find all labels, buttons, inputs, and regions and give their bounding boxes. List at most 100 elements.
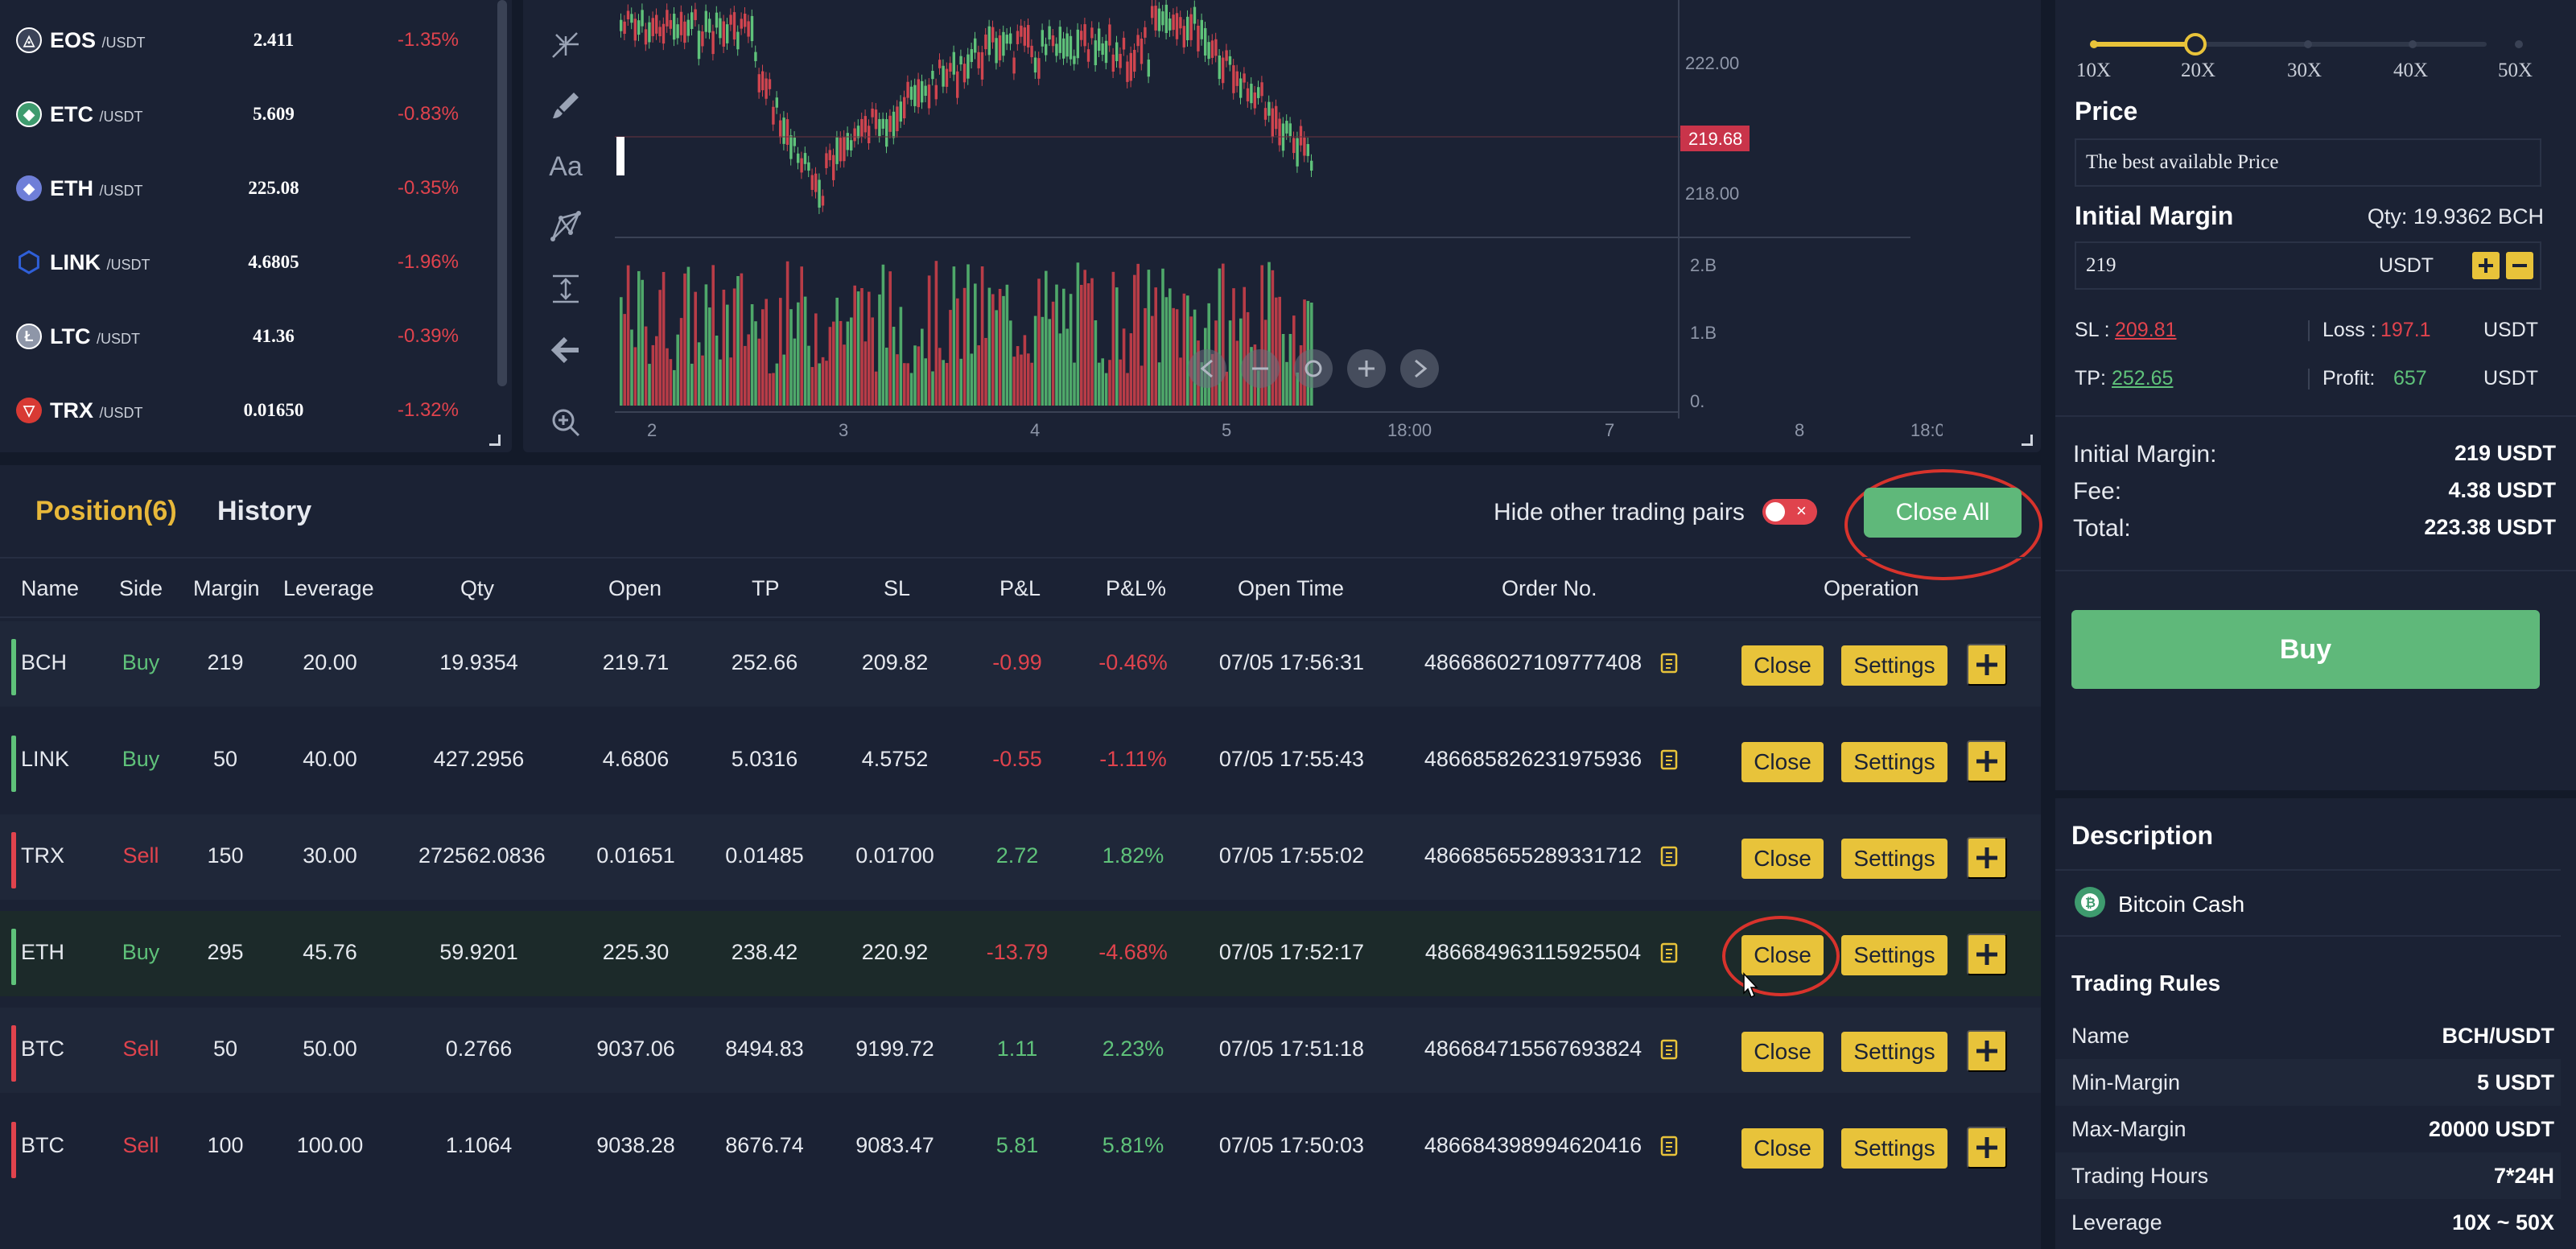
buy-button[interactable]: Buy [2071,610,2540,689]
close-position-button[interactable]: Close [1741,645,1824,686]
leverage-stop[interactable] [2090,40,2098,48]
col-header: Leverage [283,576,374,600]
cell-pnl: 2.72 [995,843,1039,868]
ticker-row-link[interactable]: ⬡ LINK /USDT 4.6805 -1.96% [0,225,491,299]
cell-name: TRX [21,843,64,868]
ticker-change: -1.35% [397,29,459,51]
measure-icon[interactable] [546,269,586,309]
time-axis-label: 3 [839,420,848,440]
pattern-icon[interactable] [546,206,586,246]
cell-open-time: 07/05 17:56:31 [1218,650,1365,674]
leverage-slider[interactable] [2091,42,2487,47]
current-price-label: 219.68 [1688,129,1742,149]
settings-button[interactable]: Settings [1841,935,1947,975]
reset-icon[interactable] [1294,349,1333,388]
price-input[interactable]: The best available Price [2075,138,2541,187]
position-row[interactable]: BCH Buy 219 20.00 19.9354 219.71 252.66 209.82 -… [0,621,2041,707]
cell-leverage: 40.00 [303,747,357,771]
copy-icon[interactable] [1659,1133,1680,1157]
col-header: Qty [460,576,495,600]
forward-icon[interactable] [1400,349,1439,388]
tp-value-link[interactable]: 252.65 [2112,367,2174,390]
annotation-circle [1844,469,2042,580]
cell-name: BTC [21,1133,64,1157]
settings-button[interactable]: Settings [1841,839,1947,879]
settings-button[interactable]: Settings [1841,1032,1947,1072]
add-position-button[interactable] [1967,644,2007,686]
copy-icon[interactable] [1659,1037,1680,1061]
add-position-button[interactable] [1967,934,2007,975]
cell-qty: 19.9354 [439,650,518,674]
candlestick-plot[interactable]: 222.00 218.00 219.68 2.B 1.B 0. 2 3 4 5 … [615,0,1943,452]
position-row[interactable]: TRX Sell 150 30.00 272562.0836 0.01651 0.01485… [0,814,2041,900]
ticker-row-trx[interactable]: ▽ TRX /USDT 0.01650 -1.32% [0,373,491,447]
resize-handle-icon[interactable] [2022,435,2033,446]
leverage-stop[interactable] [2515,40,2523,48]
leverage-stop[interactable] [2304,40,2312,48]
ticker-price: 0.01650 [243,400,304,420]
margin-unit: USDT [2379,254,2434,277]
hide-pairs-toggle[interactable]: × [1762,499,1817,525]
brush-icon[interactable] [546,85,586,126]
position-row[interactable]: LINK Buy 50 40.00 427.2956 4.6806 5.0316 4.5752… [0,718,2041,803]
tab-positions[interactable]: Position(6) [35,496,177,526]
settings-button[interactable]: Settings [1841,1128,1947,1169]
back-icon[interactable] [1188,349,1226,388]
position-row[interactable]: BTC Sell 50 50.00 0.2766 9037.06 8494.83 9199.7… [0,1008,2041,1093]
cell-pnl: 5.81 [995,1133,1039,1157]
margin-decrease-button[interactable] [2506,252,2533,279]
close-position-button[interactable]: Close [1741,1032,1824,1072]
copy-icon[interactable] [1659,747,1680,771]
cell-qty: 0.2766 [445,1037,513,1061]
settings-button[interactable]: Settings [1841,742,1947,782]
cell-leverage: 100.00 [296,1133,364,1157]
settings-button[interactable]: Settings [1841,645,1947,686]
position-row[interactable]: BTC Sell 100 100.00 1.1064 9038.28 8676.74 9083… [0,1104,2041,1189]
cell-tp: 8494.83 [725,1037,804,1061]
add-position-button[interactable] [1967,837,2007,879]
tab-history[interactable]: History [217,496,312,526]
cell-pnl: -13.79 [986,940,1049,964]
summary-value: 4.38 USDT [2448,478,2556,502]
ltc-coin-icon: Ł [16,324,42,349]
close-position-button[interactable]: Close [1741,742,1824,782]
time-axis-label: 18:00 [1387,420,1432,440]
cell-margin: 100 [207,1133,244,1157]
leverage-slider-handle[interactable] [2184,33,2207,56]
close-position-button[interactable]: Close [1741,839,1824,879]
side-indicator [11,929,16,985]
resize-handle-icon[interactable] [489,435,501,446]
add-position-button[interactable] [1967,1127,2007,1169]
pitchfork-icon[interactable] [546,24,586,64]
cell-order-no: 486685655289331712 [1424,843,1642,868]
margin-increase-button[interactable] [2472,252,2500,279]
positions-table-header: Name Side Margin Leverage Qty Open TP SL… [0,557,2041,618]
col-header: P&L [999,576,1041,600]
leverage-stop[interactable] [2409,40,2417,48]
copy-icon[interactable] [1659,843,1680,868]
add-position-button[interactable] [1967,740,2007,782]
divider [2308,369,2310,390]
text-tool-icon[interactable]: Aa [549,150,583,182]
ticker-row-eos[interactable]: ◬ EOS /USDT 2.411 -1.35% [0,3,491,77]
divider [2308,320,2310,341]
ticker-row-etc[interactable]: ◆ ETC /USDT 5.609 -0.83% [0,77,491,151]
add-position-button[interactable] [1967,1030,2007,1072]
etc-coin-icon: ◆ [16,101,42,127]
ticker-scrollbar[interactable] [497,0,507,386]
back-arrow-icon[interactable] [546,330,586,370]
volume-axis-label: 1.B [1690,323,1717,343]
cell-order-no: 486684398994620416 [1424,1133,1642,1157]
ticker-row-ltc[interactable]: Ł LTC /USDT 41.36 -0.39% [0,299,491,373]
sl-value-link[interactable]: 209.81 [2115,319,2177,341]
col-header: TP [752,576,780,600]
close-all-button[interactable]: Close All [1864,488,2022,538]
copy-icon[interactable] [1659,650,1680,674]
copy-icon[interactable] [1659,940,1680,964]
zoom-in-icon[interactable] [546,402,586,443]
margin-input[interactable]: 219 USDT [2075,241,2541,290]
cell-name: LINK [21,747,70,771]
cell-open-time: 07/05 17:51:18 [1218,1037,1365,1061]
close-position-button[interactable]: Close [1741,1128,1824,1169]
ticker-row-eth[interactable]: ◆ ETH /USDT 225.08 -0.35% [0,151,491,225]
